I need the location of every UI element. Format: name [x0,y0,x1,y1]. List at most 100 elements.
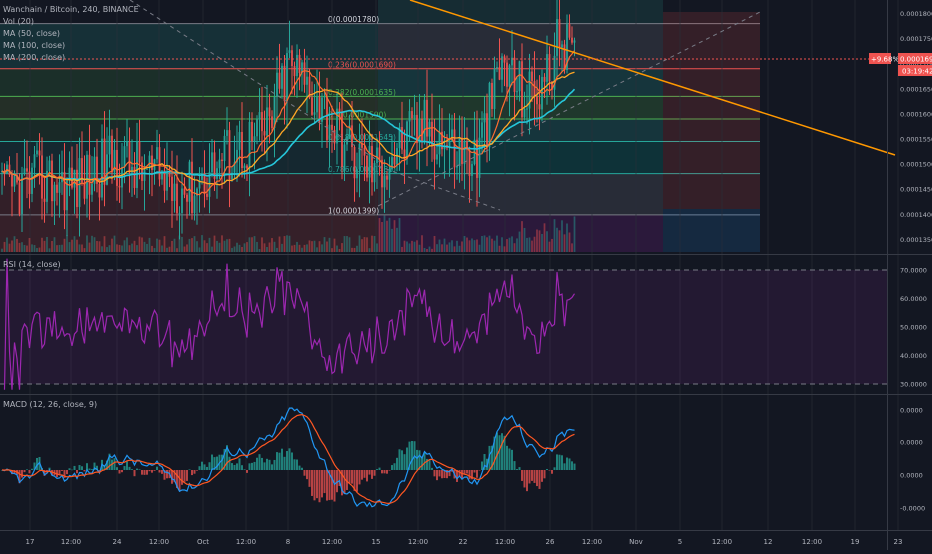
candle-body[interactable] [78,158,81,208]
candle-body[interactable] [298,54,301,73]
candle-body[interactable] [196,188,198,196]
candle-body[interactable] [213,152,216,179]
candle-body[interactable] [518,61,521,92]
candle-body[interactable] [383,175,386,188]
candle-body[interactable] [258,112,261,120]
candle-body[interactable] [273,96,276,128]
candle-body[interactable] [208,172,211,197]
candle-body[interactable] [568,24,571,38]
candle-body[interactable] [376,147,378,164]
candle-body[interactable] [521,61,523,118]
candle-body[interactable] [48,160,51,171]
candle-body[interactable] [356,169,358,179]
candle-body[interactable] [96,156,98,184]
candle-body[interactable] [278,72,281,89]
candle-body[interactable] [378,147,381,160]
candle-body[interactable] [336,108,338,144]
candle-body[interactable] [8,164,11,175]
candle-body[interactable] [408,111,411,122]
candle-body[interactable] [418,118,421,144]
candle-body[interactable] [276,72,278,97]
candle-body[interactable] [113,149,116,173]
candle-body[interactable] [401,127,403,150]
candle-body[interactable] [271,116,273,128]
candle-body[interactable] [106,154,108,185]
candle-body[interactable] [23,168,26,175]
candle-body[interactable] [231,172,233,180]
candle-body[interactable] [331,124,333,130]
candle-body[interactable] [423,99,426,143]
candle-body[interactable] [548,54,551,82]
candle-body[interactable] [211,152,213,173]
candle-body[interactable] [543,76,546,82]
candle-body[interactable] [306,76,308,85]
candle-body[interactable] [88,154,91,195]
legend-ma100[interactable]: MA (100, close) [3,41,65,50]
candle-body[interactable] [483,113,486,123]
candle-body[interactable] [361,143,363,148]
candle-body[interactable] [416,114,418,144]
candle-body[interactable] [51,160,53,202]
candle-body[interactable] [478,137,481,178]
legend-ma200[interactable]: MA (200, close) [3,53,65,62]
candle-body[interactable] [263,131,266,136]
candle-body[interactable] [421,118,423,143]
time-axis[interactable]: 17 12:00 24 12:00 Oct 12:00 8 12:00 15 12:00 22 12:… [26,538,903,546]
candles[interactable] [1,0,576,240]
candle-body[interactable] [233,162,236,173]
candle-body[interactable] [406,121,408,160]
candle-body[interactable] [386,175,388,180]
candle-body[interactable] [201,172,203,180]
candle-body[interactable] [168,172,171,177]
candle-body[interactable] [308,76,311,98]
dashed-trendline-upper[interactable] [129,0,381,163]
legend-ma50[interactable]: MA (50, close) [3,29,60,38]
candle-body[interactable] [41,155,43,199]
candle-body[interactable] [111,135,113,173]
candle-body[interactable] [198,179,201,189]
candle-body[interactable] [326,96,328,141]
candle-body[interactable] [58,182,61,193]
rsi-legend[interactable]: RSI (14, close) [3,260,61,269]
rsi-axis[interactable]: 70.0000 60.0000 50.0000 40.0000 30.0000 [900,267,927,389]
candle-body[interactable] [491,82,493,109]
candle-body[interactable] [318,96,321,122]
candle-body[interactable] [366,155,368,178]
price-axis[interactable]: 0.0001800 0.0001750 0.0001700 0.0001650 0.00… [900,10,932,244]
fib-retracement[interactable]: 0(0.0001780) 0.236(0.0001690) 0.382(0.0001… [0,0,760,252]
macd-axis[interactable]: 0.0000 0.0000 0.0000 -0.0000 [900,407,925,513]
candle-body[interactable] [63,171,66,211]
candle-body[interactable] [413,114,416,119]
candle-body[interactable] [353,147,356,179]
candle-body[interactable] [456,166,458,168]
candle-body[interactable] [176,183,178,214]
candle-body[interactable] [123,146,126,168]
candle-body[interactable] [461,137,463,165]
candle-body[interactable] [31,167,33,194]
candle-body[interactable] [256,119,258,137]
candle-body[interactable] [463,141,466,165]
candle-body[interactable] [136,141,138,188]
candle-body[interactable] [486,113,488,148]
candle-body[interactable] [188,161,191,202]
candle-body[interactable] [101,138,103,198]
candle-body[interactable] [546,54,548,82]
candle-body[interactable] [186,194,188,202]
candle-body[interactable] [33,154,36,168]
candle-body[interactable] [516,91,518,93]
candle-body[interactable] [538,104,541,110]
candle-body[interactable] [216,168,218,179]
candle-body[interactable] [241,131,243,169]
candle-body[interactable] [471,164,473,176]
candle-body[interactable] [53,184,56,202]
candle-body[interactable] [351,125,353,148]
candle-body[interactable] [528,71,531,109]
candle-body[interactable] [46,170,48,202]
candle-body[interactable] [103,138,106,185]
candle-body[interactable] [148,155,151,169]
candle-body[interactable] [238,131,241,150]
candle-body[interactable] [68,167,71,181]
candle-body[interactable] [441,131,443,150]
candle-body[interactable] [393,157,396,165]
